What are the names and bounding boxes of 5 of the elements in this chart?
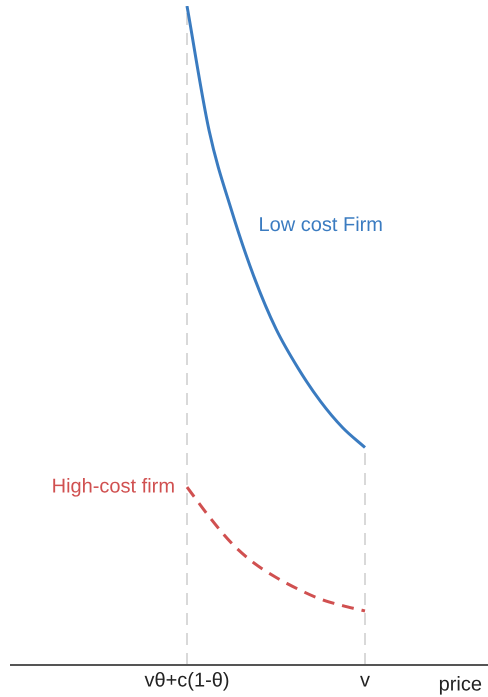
series-label: High-cost firm — [52, 476, 175, 498]
series-label: Low cost Firm — [258, 214, 383, 236]
x-tick-label: vθ+c(1-θ) — [144, 670, 230, 692]
x-axis-title: price — [438, 674, 482, 696]
x-tick-label: v — [360, 670, 370, 692]
